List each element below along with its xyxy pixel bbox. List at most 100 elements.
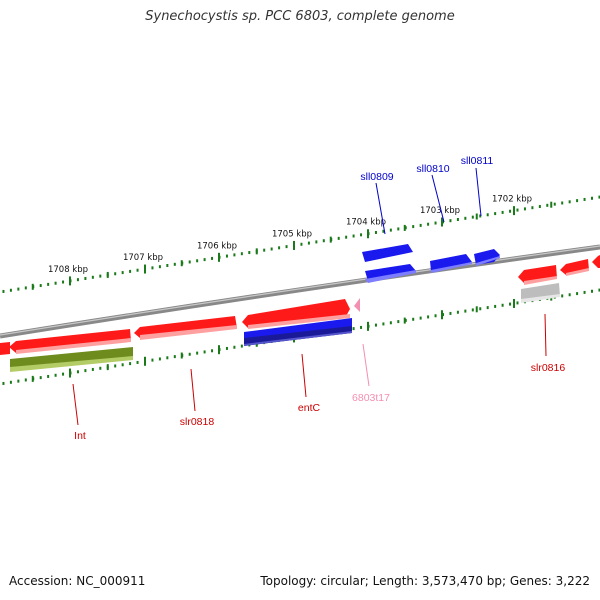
ruler-minor-tick [17,379,20,383]
ruler-minor-tick [91,275,94,279]
ruler-major-tick [441,310,443,320]
label-sll0811: sll0811 [461,155,494,167]
ruler-minor-tick [434,221,437,225]
ruler-mid-tick [329,236,332,243]
ruler-minor-tick [121,271,124,275]
ruler-minor-tick [449,311,452,315]
ruler-minor-tick [449,219,452,223]
ruler-minor-tick [583,197,586,201]
ruler-minor-tick [151,266,154,270]
ruler-mid-tick [106,271,109,278]
ruler-mid-tick [475,306,478,313]
gene-int[interactable] [9,329,131,354]
ruler-minor-tick [494,212,497,216]
ruler-minor-tick [225,346,228,350]
ruler-mid-tick [403,224,406,231]
ruler-minor-tick [188,352,191,356]
ruler-minor-tick [136,360,139,364]
ruler-minor-tick [538,205,541,209]
ruler-minor-tick [211,256,214,260]
ruler-minor-tick [158,357,161,361]
gene-pseudo-gray[interactable] [521,283,560,303]
ruler-minor-tick [24,378,27,382]
ruler-minor-tick [360,325,363,329]
ruler-minor-tick [553,202,556,206]
ruler-minor-tick [479,307,482,311]
ruler-minor-tick [99,366,102,370]
ruler-minor-tick [233,345,236,349]
ruler-major-tick [367,229,369,239]
gene-sll0809[interactable] [362,244,416,283]
ruler-minor-tick [240,252,243,256]
ruler-minor-tick [196,259,199,263]
ruler-minor-tick [509,302,512,306]
ruler-minor-tick [591,196,593,200]
genome-backbone [0,244,600,339]
gene-slr0818[interactable] [134,316,237,340]
ruler-tick-label: 1708 kbp [48,265,88,275]
label-sll0809: sll0809 [360,171,393,183]
ruler-minor-tick [278,246,281,250]
ruler-minor-tick [412,225,415,229]
ruler-minor-tick [47,374,50,378]
trna-6803t17[interactable] [354,298,360,312]
gene-sll0811[interactable] [474,249,500,266]
ruler-minor-tick [471,308,474,312]
ruler-minor-tick [54,281,57,285]
ruler-minor-tick [233,253,236,257]
ruler-minor-tick [561,201,564,205]
ruler-minor-tick [486,213,489,217]
topology-label: Topology: circular; Length: 3,573,470 bp… [260,574,590,588]
ruler-minor-tick [337,236,340,240]
ruler-minor-tick [427,222,430,226]
gene-edge-left[interactable] [0,342,10,355]
ruler-minor-tick [322,239,325,243]
label-6803t17: 6803t17 [352,392,390,404]
ruler-major-tick [513,206,515,216]
ruler-minor-tick [2,381,5,385]
ruler-minor-tick [270,247,273,251]
ruler-major-tick [144,356,146,366]
ruler-minor-tick [91,367,94,371]
ruler-mid-tick [255,248,258,255]
ruler-mid-tick [550,201,553,208]
ruler-major-tick [367,321,369,331]
ruler-minor-tick [54,373,57,377]
ruler-minor-tick [84,276,87,280]
ruler-mid-tick [180,260,183,267]
ruler-minor-tick [456,217,459,221]
gene-sll0810[interactable] [430,254,472,273]
ruler-minor-tick [17,287,20,291]
ruler-minor-tick [158,265,161,269]
ruler-major-tick [513,298,515,308]
ruler-mid-tick [475,213,478,220]
ruler-minor-tick [114,364,117,368]
ruler-minor-tick [173,355,176,359]
gene-slr0816[interactable] [518,265,557,285]
gene-entC[interactable] [242,299,350,329]
label-slr0816: slr0816 [531,362,566,374]
ruler-minor-tick [315,240,318,244]
ruler-minor-tick [419,223,422,227]
ruler-minor-tick [479,214,482,218]
gene-slr0816-b[interactable] [560,259,589,276]
ruler-minor-tick [516,301,519,305]
ruler-minor-tick [531,206,534,210]
ruler-minor-tick [300,242,303,246]
ruler-minor-tick [389,228,392,232]
ruler-major-tick [441,217,443,227]
ruler-minor-tick [136,268,139,272]
ruler-minor-tick [397,320,400,324]
ruler-minor-tick [598,195,600,199]
ruler-minor-tick [464,216,467,220]
feature-olive[interactable] [10,347,133,372]
ruler-major-tick [293,240,295,250]
ruler-tick-label: 1705 kbp [272,229,312,239]
ruler-minor-tick [62,372,65,376]
ruler-minor-tick [494,304,497,308]
gene-edge-right[interactable] [592,255,600,268]
ruler-minor-tick [173,262,176,266]
feature-blue-lower[interactable] [244,318,352,346]
ruler-minor-tick [203,258,206,262]
